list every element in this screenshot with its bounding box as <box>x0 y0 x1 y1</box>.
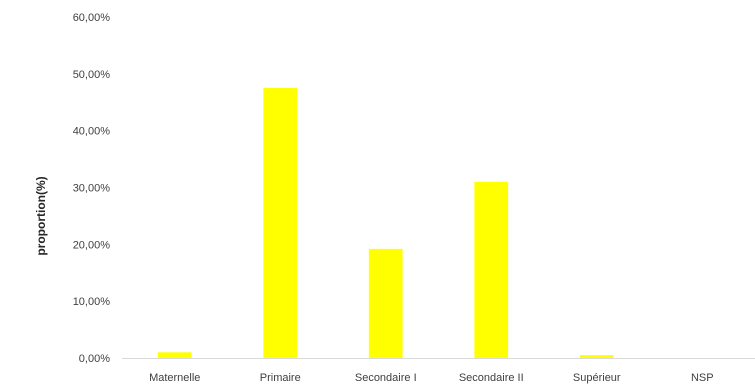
x-category-label: Secondaire II <box>459 372 524 384</box>
x-category-label: NSP <box>691 372 714 384</box>
y-axis-title: proportion(%) <box>34 176 48 255</box>
bar-secondaire-ii <box>474 181 509 358</box>
x-axis-categories: Maternelle Primaire Secondaire I Secondaire… <box>149 372 713 384</box>
x-category-label: Primaire <box>260 372 301 384</box>
y-tick-label: 20,00% <box>73 239 111 251</box>
bar-maternelle <box>157 352 192 358</box>
bars <box>157 88 614 359</box>
x-category-label: Maternelle <box>149 372 200 384</box>
x-category-label: Supérieur <box>573 372 621 384</box>
y-tick-label: 60,00% <box>73 12 111 24</box>
y-tick-label: 30,00% <box>73 183 111 195</box>
y-tick-label: 10,00% <box>73 296 111 308</box>
y-tick-label: 0,00% <box>79 353 110 365</box>
y-tick-label: 50,00% <box>73 69 111 81</box>
bar-sup-rieur <box>579 355 614 358</box>
bar-primaire <box>263 88 298 359</box>
y-tick-label: 40,00% <box>73 126 111 138</box>
y-axis-ticks: 0,00% 10,00% 20,00% 30,00% 40,00% 50,00% 60,00… <box>73 12 111 365</box>
x-category-label: Secondaire I <box>355 372 417 384</box>
bar-secondaire-i <box>368 248 403 358</box>
